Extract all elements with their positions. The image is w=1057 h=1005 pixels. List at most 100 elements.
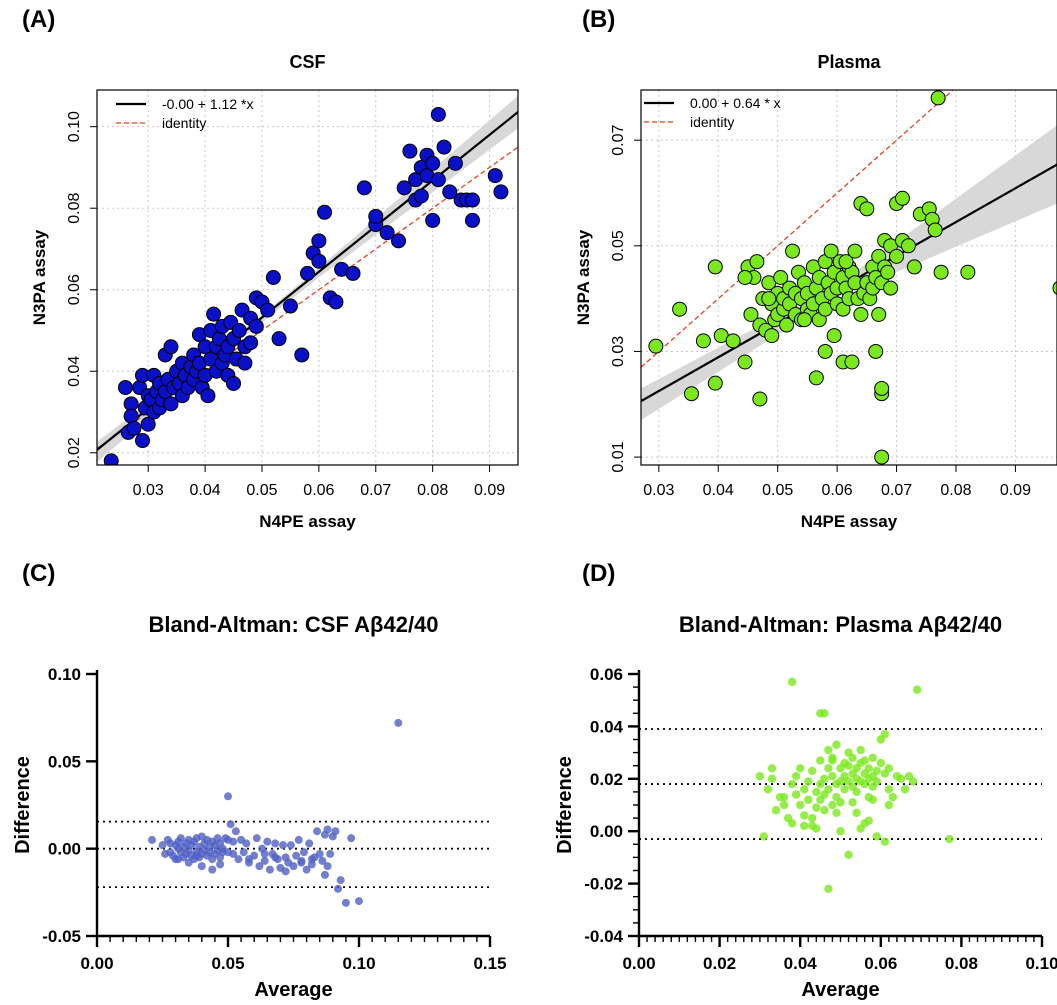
data-point	[787, 677, 797, 687]
chart-title: Bland-Altman: CSF Aβ42/40	[148, 612, 438, 637]
data-point	[244, 855, 253, 864]
data-point	[836, 827, 845, 836]
y-tick-label: 0.08	[66, 193, 83, 224]
data-point	[229, 837, 238, 846]
data-point	[302, 865, 311, 874]
data-point	[396, 180, 412, 196]
data-point	[820, 774, 829, 783]
data-point	[796, 800, 805, 810]
data-point	[737, 354, 753, 370]
x-axis-label: Average	[254, 979, 332, 1001]
data-point	[294, 347, 310, 363]
data-point	[880, 730, 890, 739]
legend-identity-label: identity	[162, 115, 206, 131]
y-tick-label: 0.02	[66, 437, 83, 468]
data-point	[326, 849, 335, 858]
data-point	[888, 792, 898, 802]
data-point	[1052, 281, 1057, 295]
y-tick-label: 0.04	[590, 717, 624, 736]
data-point	[311, 233, 327, 249]
data-point	[812, 803, 821, 812]
data-point	[425, 155, 441, 171]
data-point	[828, 771, 837, 781]
x-tick-label: 0.06	[303, 482, 334, 499]
data-point	[299, 848, 308, 857]
data-point	[260, 856, 269, 865]
x-tick-label: 0.02	[703, 954, 736, 973]
data-point	[820, 709, 829, 718]
data-point	[889, 248, 905, 264]
data-point	[900, 785, 910, 794]
data-point	[323, 862, 332, 871]
identity-line	[641, 90, 954, 368]
y-axis-label: Difference	[554, 756, 576, 854]
data-point	[847, 243, 863, 259]
x-tick-label: 0.15	[473, 954, 506, 973]
data-point	[430, 106, 446, 122]
chart-title: Bland-Altman: Plasma Aβ42/40	[679, 612, 1002, 637]
data-point	[345, 265, 361, 281]
data-point	[871, 306, 887, 322]
data-point	[752, 391, 768, 407]
data-point	[824, 764, 833, 773]
data-point	[856, 824, 865, 833]
data-point	[872, 777, 881, 786]
x-tick-label: 0.09	[1000, 482, 1031, 499]
data-point	[292, 851, 301, 860]
csf-bland-altman-chart: Bland-Altman: CSF Aβ42/40 0.00 0.05 0.10 0.1…	[12, 612, 507, 1001]
x-tick-label: 0.05	[762, 482, 793, 499]
data-point	[297, 858, 306, 867]
data-point	[828, 753, 837, 763]
data-point	[912, 685, 922, 694]
x-tick-label: 0.03	[643, 482, 674, 499]
data-point	[796, 764, 805, 773]
x-tick-label: 0.06	[864, 954, 897, 973]
data-point	[844, 850, 853, 859]
data-point	[265, 865, 274, 874]
data-point	[779, 792, 789, 802]
data-point	[933, 264, 949, 280]
data-point	[824, 884, 833, 894]
data-point	[755, 771, 765, 781]
data-point	[884, 800, 894, 810]
data-point	[123, 408, 139, 424]
confidence-band	[641, 125, 1057, 421]
data-point	[812, 824, 821, 833]
data-point	[487, 168, 503, 184]
y-tick-label: 0.00	[48, 840, 81, 859]
data-point	[305, 839, 314, 848]
data-point	[864, 764, 873, 773]
x-tick-label: 0.04	[190, 482, 221, 499]
legend-identity-label: identity	[690, 114, 734, 130]
data-point	[331, 827, 340, 836]
data-point	[271, 839, 280, 848]
data-point	[464, 192, 480, 208]
data-point	[347, 834, 356, 843]
panel-letter-a: (A)	[22, 6, 56, 33]
data-point	[759, 832, 769, 841]
y-tick-label: 0.05	[48, 752, 81, 771]
panel-b: (B) Plasma 0.03 0.04 0.05 0.06 0.07 0.08 0.09 0.…	[528, 0, 1057, 540]
panel-letter-b: (B)	[582, 6, 616, 33]
data-point	[248, 318, 264, 334]
x-tick-label: 0.05	[211, 954, 244, 973]
x-tick-label: 0.05	[246, 482, 277, 499]
data-point	[796, 312, 812, 328]
data-point	[832, 740, 841, 749]
data-point	[771, 806, 781, 815]
x-tick-label: 0.08	[945, 954, 978, 973]
data-point	[764, 328, 780, 344]
x-axis-label: N4PE assay	[259, 512, 356, 531]
data-point	[900, 238, 916, 254]
data-point	[767, 764, 777, 773]
data-point	[868, 753, 877, 763]
data-point	[880, 264, 896, 280]
data-point	[216, 860, 225, 869]
data-point	[176, 834, 185, 843]
y-tick-label: 0.10	[66, 111, 83, 142]
data-point	[356, 180, 372, 196]
data-point	[761, 291, 777, 307]
data-point	[184, 858, 193, 867]
y-tick-label: 0.06	[590, 665, 623, 684]
data-point	[894, 190, 910, 206]
